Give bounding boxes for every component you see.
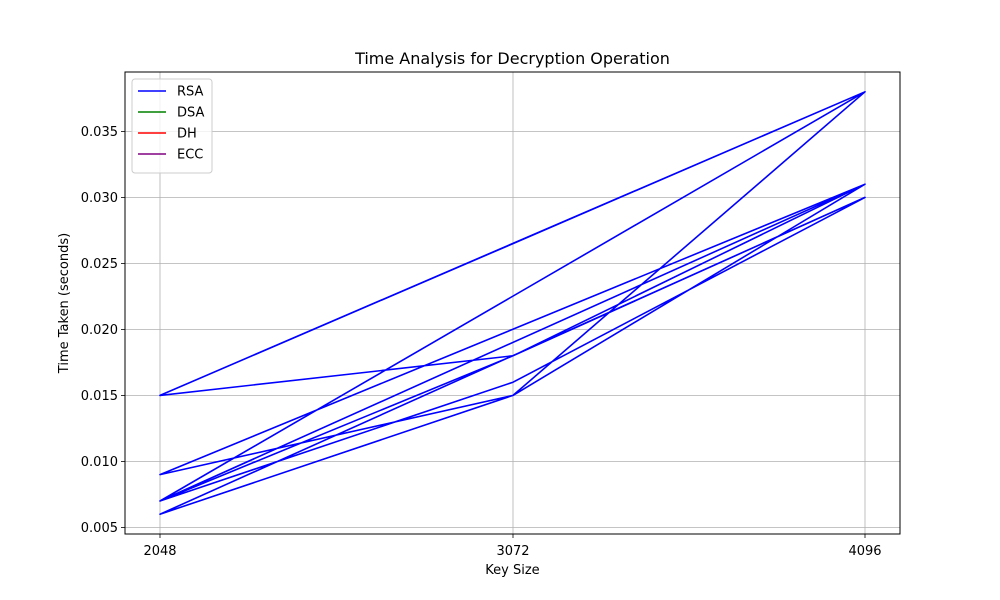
y-tick-label: 0.035 — [81, 125, 118, 140]
legend-label-dh: DH — [177, 127, 197, 142]
x-tick-label: 2048 — [143, 544, 176, 559]
x-tick-label: 3072 — [496, 544, 529, 559]
y-axis-ticks: 0.005 0.010 0.015 0.020 0.025 0.030 0.035 — [81, 125, 125, 536]
series-line-rsa — [159, 91, 866, 516]
y-axis-label: Time Taken (seconds) — [57, 233, 72, 374]
y-tick-label: 0.030 — [81, 191, 118, 206]
legend: RSA DSA DH ECC — [131, 78, 213, 174]
legend-box — [131, 78, 213, 174]
x-axis-ticks: 2048 3072 4096 — [143, 534, 882, 559]
y-tick-label: 0.010 — [81, 455, 118, 470]
x-axis-label: Key Size — [485, 563, 539, 578]
y-tick-label: 0.020 — [81, 323, 118, 338]
legend-label-ecc: ECC — [177, 148, 203, 163]
legend-label-dsa: DSA — [177, 106, 205, 121]
x-tick-label: 4096 — [848, 544, 881, 559]
y-tick-label: 0.015 — [81, 389, 118, 404]
chart-title: Time Analysis for Decryption Operation — [354, 49, 670, 68]
series-lines — [159, 91, 866, 516]
y-tick-label: 0.005 — [81, 521, 118, 536]
y-tick-label: 0.025 — [81, 257, 118, 272]
legend-label-rsa: RSA — [177, 85, 204, 100]
plot-frame — [124, 71, 901, 535]
